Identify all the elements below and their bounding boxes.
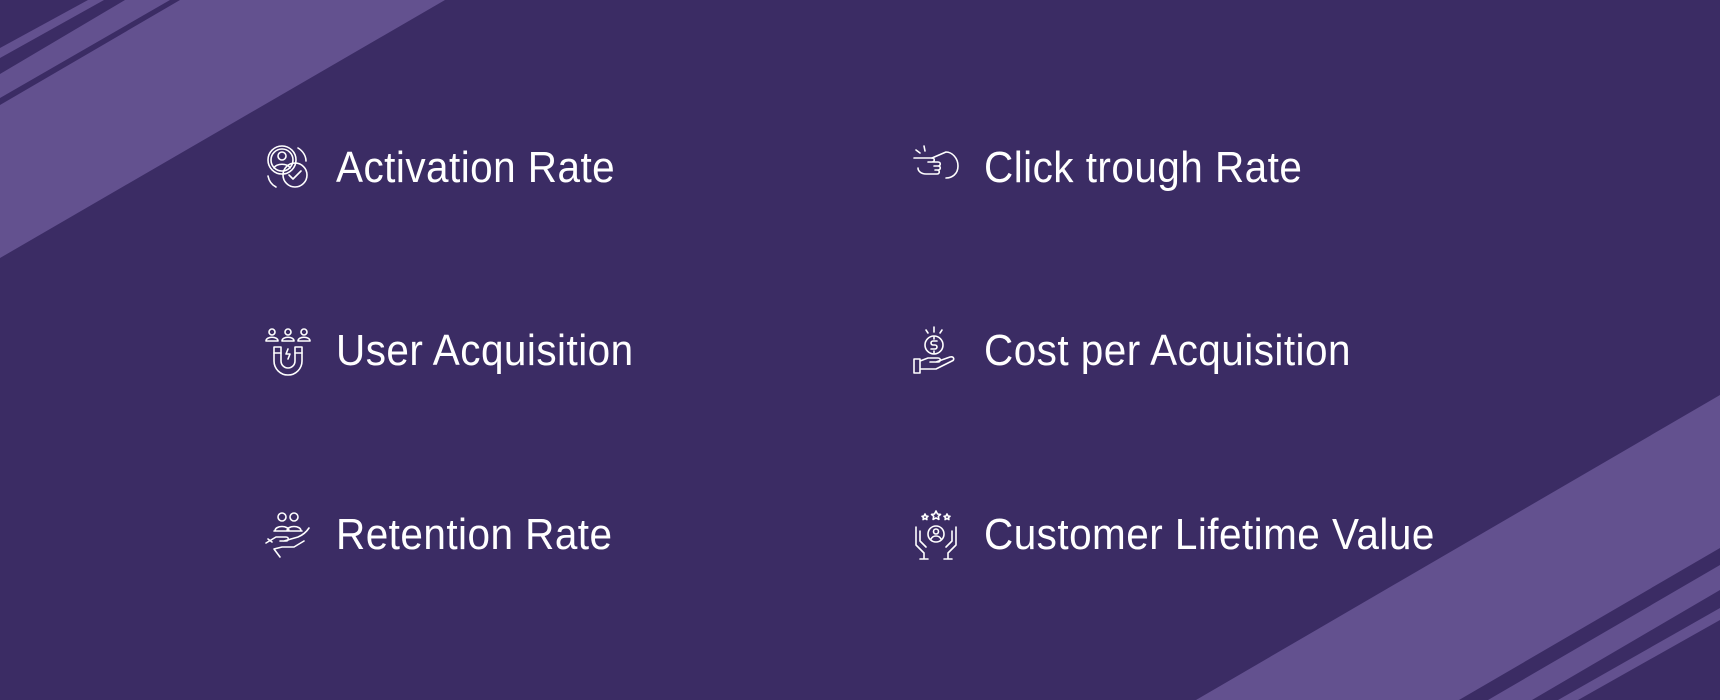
magnet-users-icon bbox=[265, 328, 311, 376]
hand-users-icon bbox=[265, 512, 310, 558]
metric-user-acquisition: User Acquisition bbox=[262, 321, 659, 381]
pointer-click-icon bbox=[913, 145, 959, 179]
metric-click-through-rate: Click trough Rate bbox=[910, 138, 1330, 198]
metric-label: Customer Lifetime Value bbox=[984, 510, 1435, 559]
bottom-right-stripe bbox=[1196, 395, 1720, 700]
user-check-icon bbox=[267, 145, 308, 188]
top-left-thin-stripe bbox=[0, 0, 104, 58]
metric-label: Activation Rate bbox=[336, 143, 616, 192]
metric-cost-per-acquisition: Cost per Acquisition bbox=[910, 321, 1383, 381]
top-left-thin-stripe bbox=[0, 0, 170, 98]
metric-label: User Acquisition bbox=[336, 326, 634, 375]
hand-coin-icon bbox=[913, 326, 955, 374]
bottom-right-thin-stripe bbox=[1488, 565, 1720, 700]
metric-label: Cost per Acquisition bbox=[984, 326, 1351, 375]
bottom-right-thin-stripe bbox=[1558, 608, 1720, 700]
metric-label: Retention Rate bbox=[336, 510, 613, 559]
metric-label: Click trough Rate bbox=[984, 143, 1303, 192]
metric-activation-rate: Activation Rate bbox=[262, 138, 639, 198]
metric-customer-lifetime-value: Customer Lifetime Value bbox=[910, 505, 1474, 565]
top-left-stripe bbox=[0, 0, 445, 258]
hands-customer-stars-icon bbox=[915, 510, 957, 560]
metric-retention-rate: Retention Rate bbox=[262, 505, 637, 565]
